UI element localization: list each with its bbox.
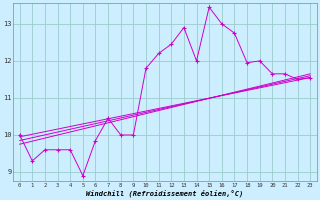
X-axis label: Windchill (Refroidissement éolien,°C): Windchill (Refroidissement éolien,°C) bbox=[86, 189, 244, 197]
